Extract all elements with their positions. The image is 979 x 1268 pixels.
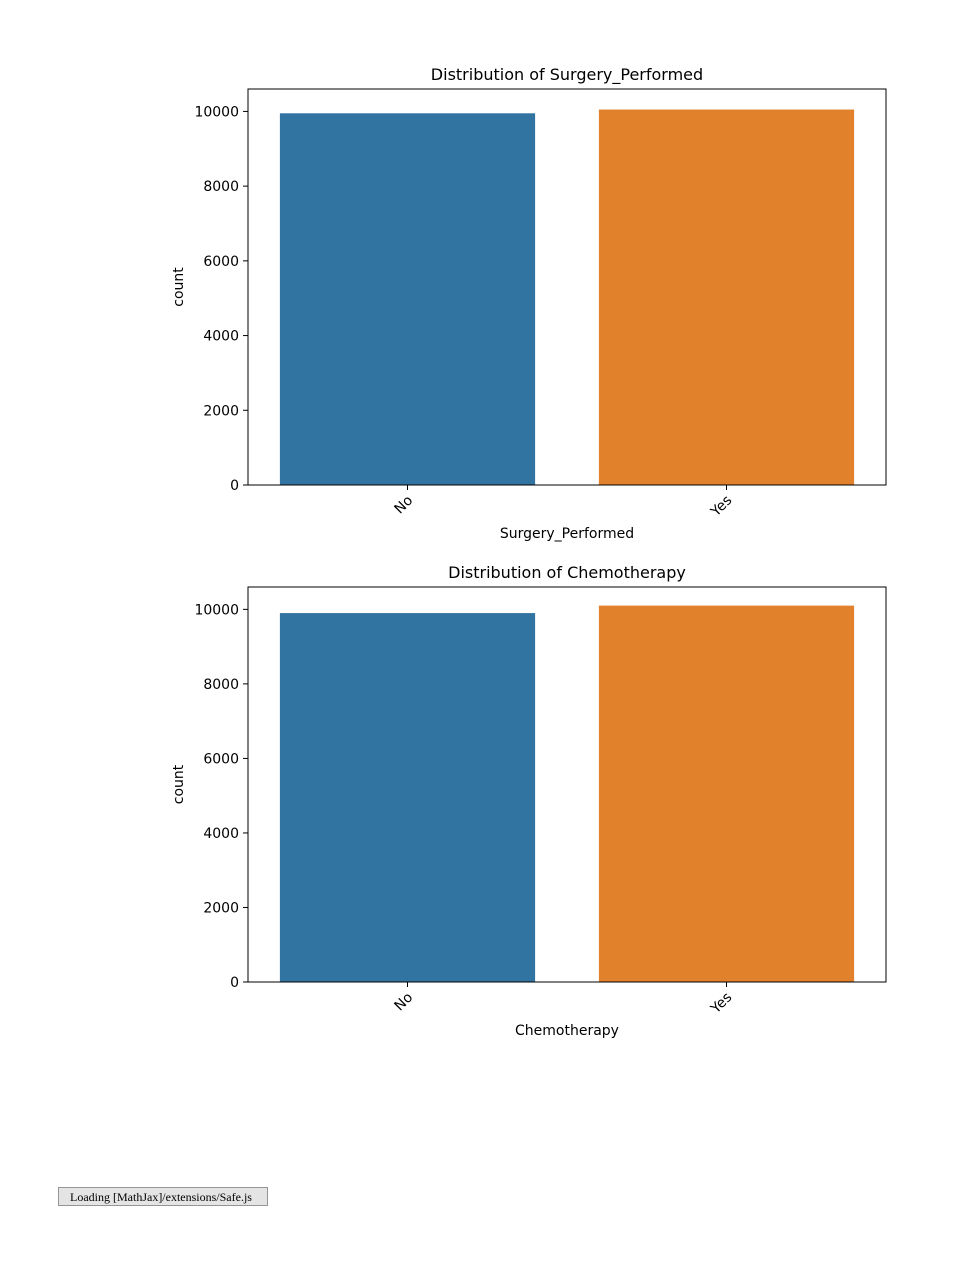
y-axis-label: count: [171, 764, 187, 804]
y-tick-label: 6000: [203, 254, 239, 270]
y-tick-label: 10000: [194, 104, 239, 120]
y-tick-label: 10000: [194, 602, 239, 618]
y-tick-label: 2000: [203, 900, 239, 916]
plot-frame: [247, 586, 887, 983]
y-tick-label: 0: [230, 975, 239, 991]
y-axis-label: count: [171, 267, 187, 307]
chart-1: Distribution of Surgery_Performed No Yes 0 2…: [171, 65, 887, 542]
y-tick-label: 8000: [203, 677, 239, 693]
chart-title: Distribution of Chemotherapy: [448, 563, 686, 582]
chart-title: Distribution of Surgery_Performed: [431, 65, 703, 85]
bar-no: [279, 113, 536, 485]
x-tick-label: No: [392, 990, 417, 1015]
bar-yes: [598, 109, 855, 485]
y-tick-label: 4000: [203, 329, 239, 345]
x-tick-label: Yes: [707, 990, 735, 1018]
plot-frame: [247, 88, 887, 486]
y-tick-label: 6000: [203, 751, 239, 767]
x-tick-label: No: [392, 493, 417, 518]
y-tick-label: 0: [230, 478, 239, 494]
x-tick-label: Yes: [707, 493, 735, 521]
bar-yes: [598, 605, 855, 982]
y-tick-label: 2000: [203, 403, 239, 419]
y-tick-label: 4000: [203, 826, 239, 842]
x-axis-label: Chemotherapy: [515, 1023, 619, 1039]
bar-no: [279, 613, 536, 982]
chart-2: Distribution of Chemotherapy No Yes 0 2000 40…: [171, 563, 887, 1039]
y-tick-label: 8000: [203, 179, 239, 195]
x-axis-label: Surgery_Performed: [500, 526, 634, 542]
mathjax-loading-status: Loading [MathJax]/extensions/Safe.js: [58, 1187, 268, 1206]
